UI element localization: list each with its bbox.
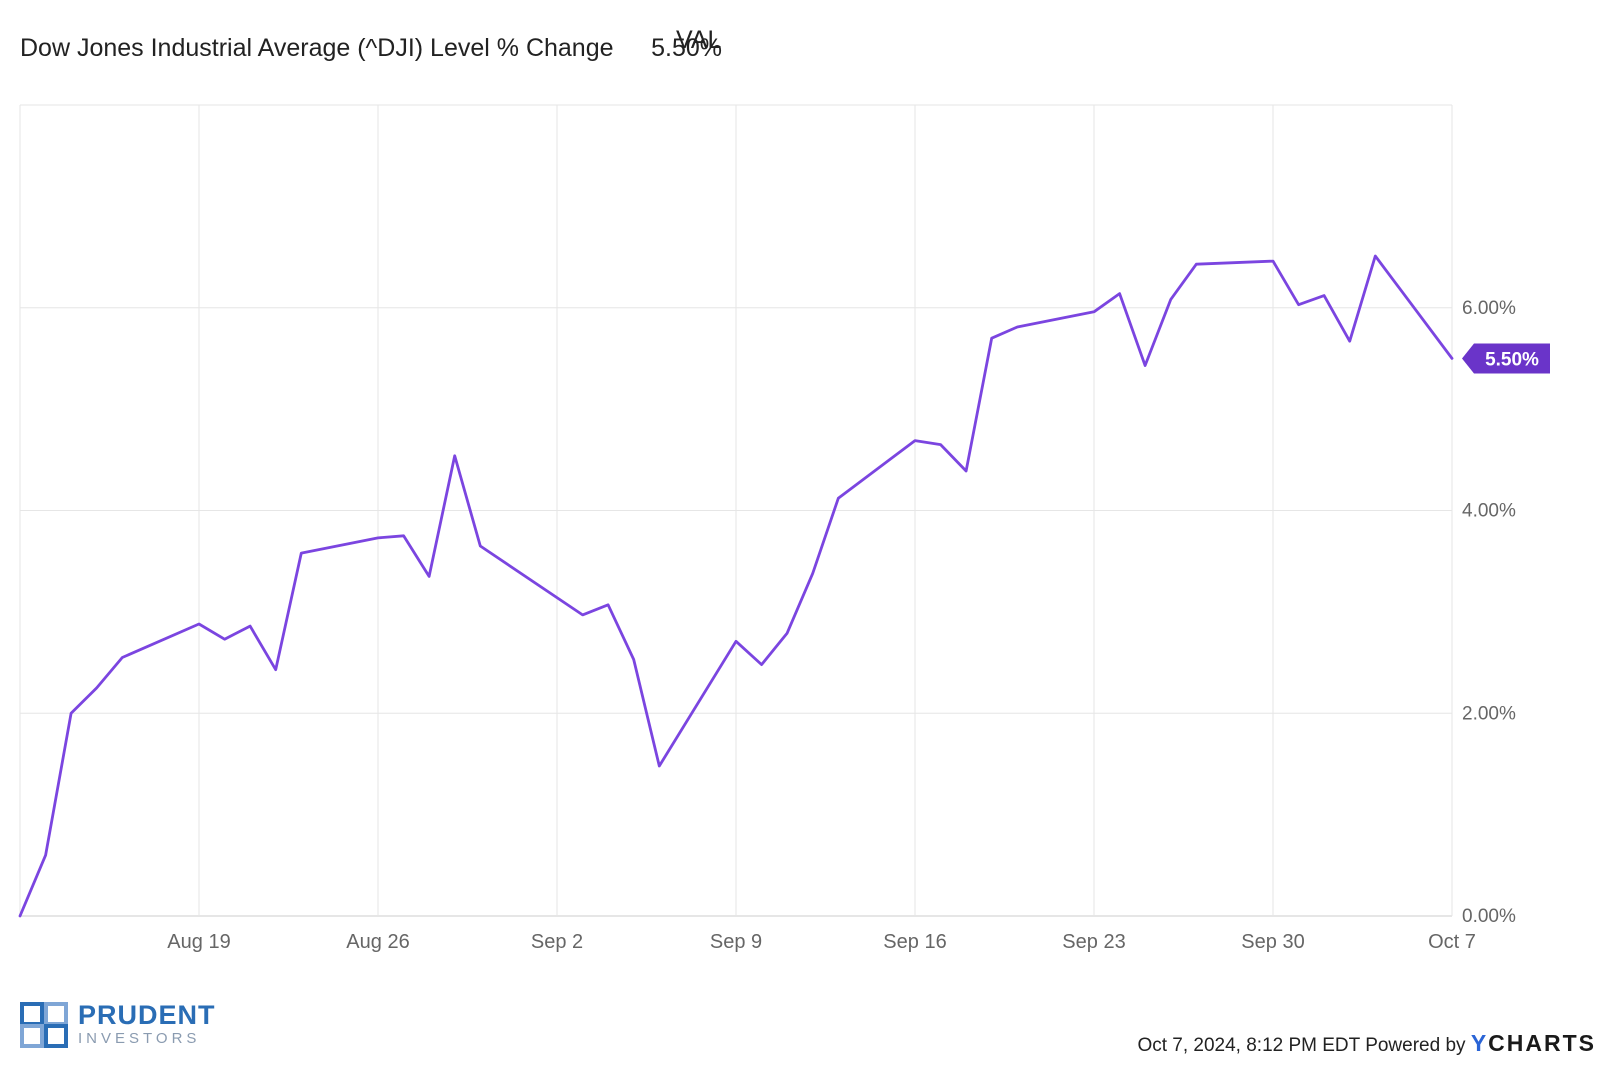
ycharts-brand-y: Y [1470,1030,1489,1056]
legend-column-header: VAL [676,26,722,54]
badge-label: 5.50% [1485,349,1539,370]
gridlines [19,104,1453,917]
y-tick-label: 2.00% [1462,703,1516,724]
badge-shape [1462,343,1550,374]
logo-word: PRUDENT [78,1000,216,1030]
logo-subtitle: INVESTORS [78,1030,201,1047]
last-value-badge: 5.50% [1462,343,1550,374]
series-layer [18,254,1454,918]
prudent-investors-logo: PRUDENT INVESTORS [20,1000,220,1050]
footer: Oct 7, 2024, 8:12 PM EDT Powered by YCHA… [1137,1030,1596,1057]
x-tick-label: Sep 23 [1062,931,1125,953]
footer-timestamp: Oct 7, 2024, 8:12 PM EDT Powered by [1137,1035,1466,1056]
y-tick-label: 4.00% [1462,501,1516,522]
x-tick-label: Aug 26 [346,931,409,953]
axis-labels: 0.00% 2.00% 4.00% 6.00% Aug 19 Aug 26 Sep 2 Sep… [167,298,1516,953]
x-tick-label: Sep 30 [1241,931,1304,953]
legend-series-name: Dow Jones Industrial Average (^DJI) Leve… [20,34,614,62]
x-tick-label: Oct 7 [1428,931,1476,953]
series-line [18,254,1454,918]
x-tick-label: Sep 9 [710,931,762,953]
x-tick-label: Sep 16 [883,931,946,953]
x-tick-label: Aug 19 [167,931,230,953]
y-tick-label: 6.00% [1462,298,1516,319]
ycharts-brand-rest: CHARTS [1488,1030,1596,1056]
ycharts-brand: YCHARTS [1471,1030,1596,1056]
logo-icon [20,1002,68,1048]
legend-series-value: 5.50% [651,34,722,62]
x-tick-label: Sep 2 [531,931,583,953]
y-tick-label: 0.00% [1462,906,1516,927]
